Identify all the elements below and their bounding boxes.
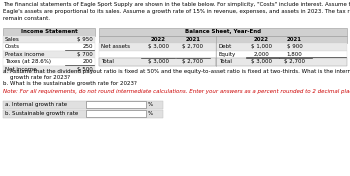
FancyBboxPatch shape <box>216 43 347 51</box>
Text: $ 2,700: $ 2,700 <box>284 59 305 64</box>
Text: 2021: 2021 <box>186 37 201 42</box>
Text: $ 2,700: $ 2,700 <box>182 44 203 49</box>
Text: Note: For all requirements, do not round intermediate calculations. Enter your a: Note: For all requirements, do not round… <box>3 90 350 95</box>
Text: $ 950: $ 950 <box>77 37 93 42</box>
Text: b. What is the sustainable growth rate for 2023?: b. What is the sustainable growth rate f… <box>3 81 137 86</box>
Text: Taxes (at 28.6%): Taxes (at 28.6%) <box>5 59 51 64</box>
Text: growth rate for 2023?: growth rate for 2023? <box>3 75 70 80</box>
Text: $ 3,000: $ 3,000 <box>251 59 272 64</box>
Text: 2021: 2021 <box>287 37 302 42</box>
Text: Net income: Net income <box>5 67 37 72</box>
Text: %: % <box>148 102 153 107</box>
Text: Total: Total <box>101 59 114 64</box>
Text: $ 500: $ 500 <box>77 67 93 72</box>
Text: a. Assume that the dividend payout ratio is fixed at 50% and the equity-to-asset: a. Assume that the dividend payout ratio… <box>3 68 350 74</box>
Text: 2022: 2022 <box>150 37 166 42</box>
FancyBboxPatch shape <box>3 28 95 36</box>
FancyBboxPatch shape <box>3 36 95 43</box>
Text: Pretax income: Pretax income <box>5 52 44 57</box>
Text: 2,000: 2,000 <box>254 52 270 57</box>
FancyBboxPatch shape <box>99 51 216 58</box>
FancyBboxPatch shape <box>3 100 163 108</box>
Text: $ 900: $ 900 <box>287 44 302 49</box>
Text: b. Sustainable growth rate: b. Sustainable growth rate <box>5 111 78 116</box>
Text: 2022: 2022 <box>254 37 269 42</box>
Text: Total: Total <box>218 59 231 64</box>
FancyBboxPatch shape <box>3 109 163 118</box>
Text: $ 700: $ 700 <box>77 52 93 57</box>
FancyBboxPatch shape <box>86 110 146 117</box>
Text: Costs: Costs <box>5 44 20 49</box>
FancyBboxPatch shape <box>99 58 216 65</box>
Text: Net assets: Net assets <box>101 44 130 49</box>
FancyBboxPatch shape <box>3 65 95 73</box>
Text: 1,800: 1,800 <box>287 52 302 57</box>
FancyBboxPatch shape <box>99 36 347 43</box>
FancyBboxPatch shape <box>3 58 95 65</box>
Text: $ 3,000: $ 3,000 <box>147 59 168 64</box>
FancyBboxPatch shape <box>3 51 95 58</box>
FancyBboxPatch shape <box>99 43 216 51</box>
Text: %: % <box>148 111 153 116</box>
Text: Equity: Equity <box>218 52 236 57</box>
FancyBboxPatch shape <box>86 101 146 108</box>
Text: $ 2,700: $ 2,700 <box>182 59 203 64</box>
Text: $ 3,000: $ 3,000 <box>147 44 168 49</box>
Text: Balance Sheet, Year-End: Balance Sheet, Year-End <box>185 29 261 34</box>
Text: The financial statements of Eagle Sport Supply are shown in the table below. For: The financial statements of Eagle Sport … <box>3 2 350 21</box>
Text: Debt: Debt <box>218 44 232 49</box>
Text: 250: 250 <box>83 44 93 49</box>
Text: a. Internal growth rate: a. Internal growth rate <box>5 102 67 107</box>
Text: Income Statement: Income Statement <box>21 29 77 34</box>
Text: Sales: Sales <box>5 37 20 42</box>
FancyBboxPatch shape <box>99 28 347 36</box>
FancyBboxPatch shape <box>216 58 347 65</box>
Text: 200: 200 <box>83 59 93 64</box>
FancyBboxPatch shape <box>216 51 347 58</box>
FancyBboxPatch shape <box>99 58 216 65</box>
FancyBboxPatch shape <box>3 43 95 51</box>
Text: $ 1,000: $ 1,000 <box>251 44 272 49</box>
